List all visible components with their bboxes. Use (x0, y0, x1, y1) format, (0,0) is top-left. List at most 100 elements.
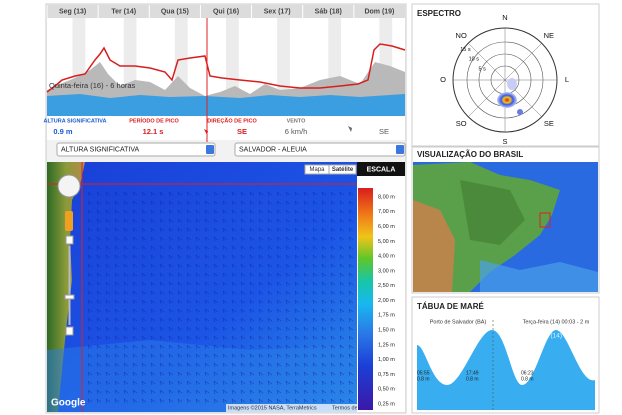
wave-arrow (312, 191, 318, 197)
day-label[interactable]: Sáb (18) (315, 8, 342, 15)
wave-arrow (177, 326, 183, 332)
andes (413, 200, 455, 292)
wave-arrow (321, 389, 327, 395)
map-type-label[interactable]: Mapa (309, 167, 325, 173)
wave-arrow (177, 317, 183, 323)
wave-arrow (213, 317, 219, 323)
wave-arrow (150, 245, 156, 251)
wave-arrow (132, 200, 138, 206)
wave-arrow (285, 335, 291, 341)
wave-arrow (96, 371, 102, 377)
wave-arrow (96, 389, 102, 395)
wave-arrow (159, 281, 165, 287)
wave-arrow (114, 263, 120, 269)
wave-arrow (168, 317, 174, 323)
wave-arrow (195, 326, 201, 332)
day-label[interactable]: Sex (17) (264, 8, 291, 15)
wave-arrow (249, 263, 255, 269)
day-label[interactable]: Dom (19) (364, 8, 394, 15)
zoom-handle[interactable] (64, 294, 75, 300)
wave-arrow (213, 326, 219, 332)
wave-arrow (150, 335, 156, 341)
wave-arrow (321, 236, 327, 242)
wave-arrow (285, 191, 291, 197)
wave-arrow (114, 362, 120, 368)
wave-arrow (267, 263, 273, 269)
terms-link[interactable]: Termos de Uso (332, 405, 369, 411)
day-label[interactable]: Ter (14) (111, 8, 136, 15)
wave-arrow (159, 245, 165, 251)
wave-arrow (312, 254, 318, 260)
wave-arrow (159, 272, 165, 278)
wave-arrow (249, 245, 255, 251)
wave-arrow (195, 191, 201, 197)
zoom-in[interactable] (65, 235, 74, 245)
wave-arrow (339, 290, 345, 296)
wave-arrow (339, 389, 345, 395)
wave-arrow (294, 236, 300, 242)
wave-arrow (204, 236, 210, 242)
wave-arrow (249, 344, 255, 350)
wave-arrow (87, 389, 93, 395)
wave-arrow (132, 236, 138, 242)
zoom-out[interactable] (65, 326, 74, 336)
wave-arrow (186, 254, 192, 260)
day-label[interactable]: Qui (16) (213, 8, 239, 15)
wave-arrow (276, 317, 282, 323)
wave-arrow (267, 353, 273, 359)
wave-arrow (231, 236, 237, 242)
wave-arrow (231, 254, 237, 260)
wave-arrow (141, 362, 147, 368)
direction-label: N (502, 13, 507, 22)
wave-arrow (231, 371, 237, 377)
wave-arrow (330, 344, 336, 350)
map-type-label[interactable]: Satélite (332, 167, 354, 173)
wave-arrow (105, 236, 111, 242)
wave-arrow (87, 254, 93, 260)
wave-arrow (348, 200, 354, 206)
wave-arrow (258, 281, 264, 287)
wave-arrow (294, 371, 300, 377)
wave-arrow (258, 272, 264, 278)
wave-arrow (150, 281, 156, 287)
day-label[interactable]: Qua (15) (161, 8, 189, 15)
wave-arrow (177, 371, 183, 377)
wave-arrow (249, 272, 255, 278)
wave-arrow (132, 371, 138, 377)
variable-select[interactable] (56, 142, 216, 157)
wave-arrow (294, 380, 300, 386)
wave-arrow (240, 290, 246, 296)
tide-time: 05:55 (417, 370, 430, 376)
pan-control[interactable] (57, 174, 81, 198)
wave-arrow (150, 254, 156, 260)
wave-arrow (132, 209, 138, 215)
variable-select-text[interactable]: ALTURA SIGNIFICATIVA (61, 146, 140, 153)
wave-arrow (348, 272, 354, 278)
location-select-text[interactable]: SALVADOR - ALEUIA (239, 146, 307, 153)
wave-arrow (240, 371, 246, 377)
street-view[interactable] (65, 211, 73, 231)
location-select[interactable] (234, 142, 406, 157)
wave-arrow (177, 290, 183, 296)
wave-arrow (177, 263, 183, 269)
wave-arrow (150, 371, 156, 377)
wave-arrow (177, 380, 183, 386)
sea-shade (47, 340, 357, 412)
wave-arrow (87, 227, 93, 233)
wave-arrow (150, 353, 156, 359)
wave-arrow (294, 227, 300, 233)
wave-arrow (87, 353, 93, 359)
day-label[interactable]: Seg (13) (59, 8, 86, 15)
wave-arrow (222, 380, 228, 386)
wave-arrow (222, 227, 228, 233)
map-type-button[interactable] (328, 164, 357, 175)
select-arrow[interactable] (206, 145, 214, 154)
wave-arrow (123, 299, 129, 305)
wave-arrow (312, 353, 318, 359)
wave-arrow (249, 290, 255, 296)
select-arrow[interactable] (396, 145, 404, 154)
wave-arrow (114, 299, 120, 305)
wave-arrow (348, 353, 354, 359)
wave-arrow (87, 299, 93, 305)
wave-arrow (114, 371, 120, 377)
